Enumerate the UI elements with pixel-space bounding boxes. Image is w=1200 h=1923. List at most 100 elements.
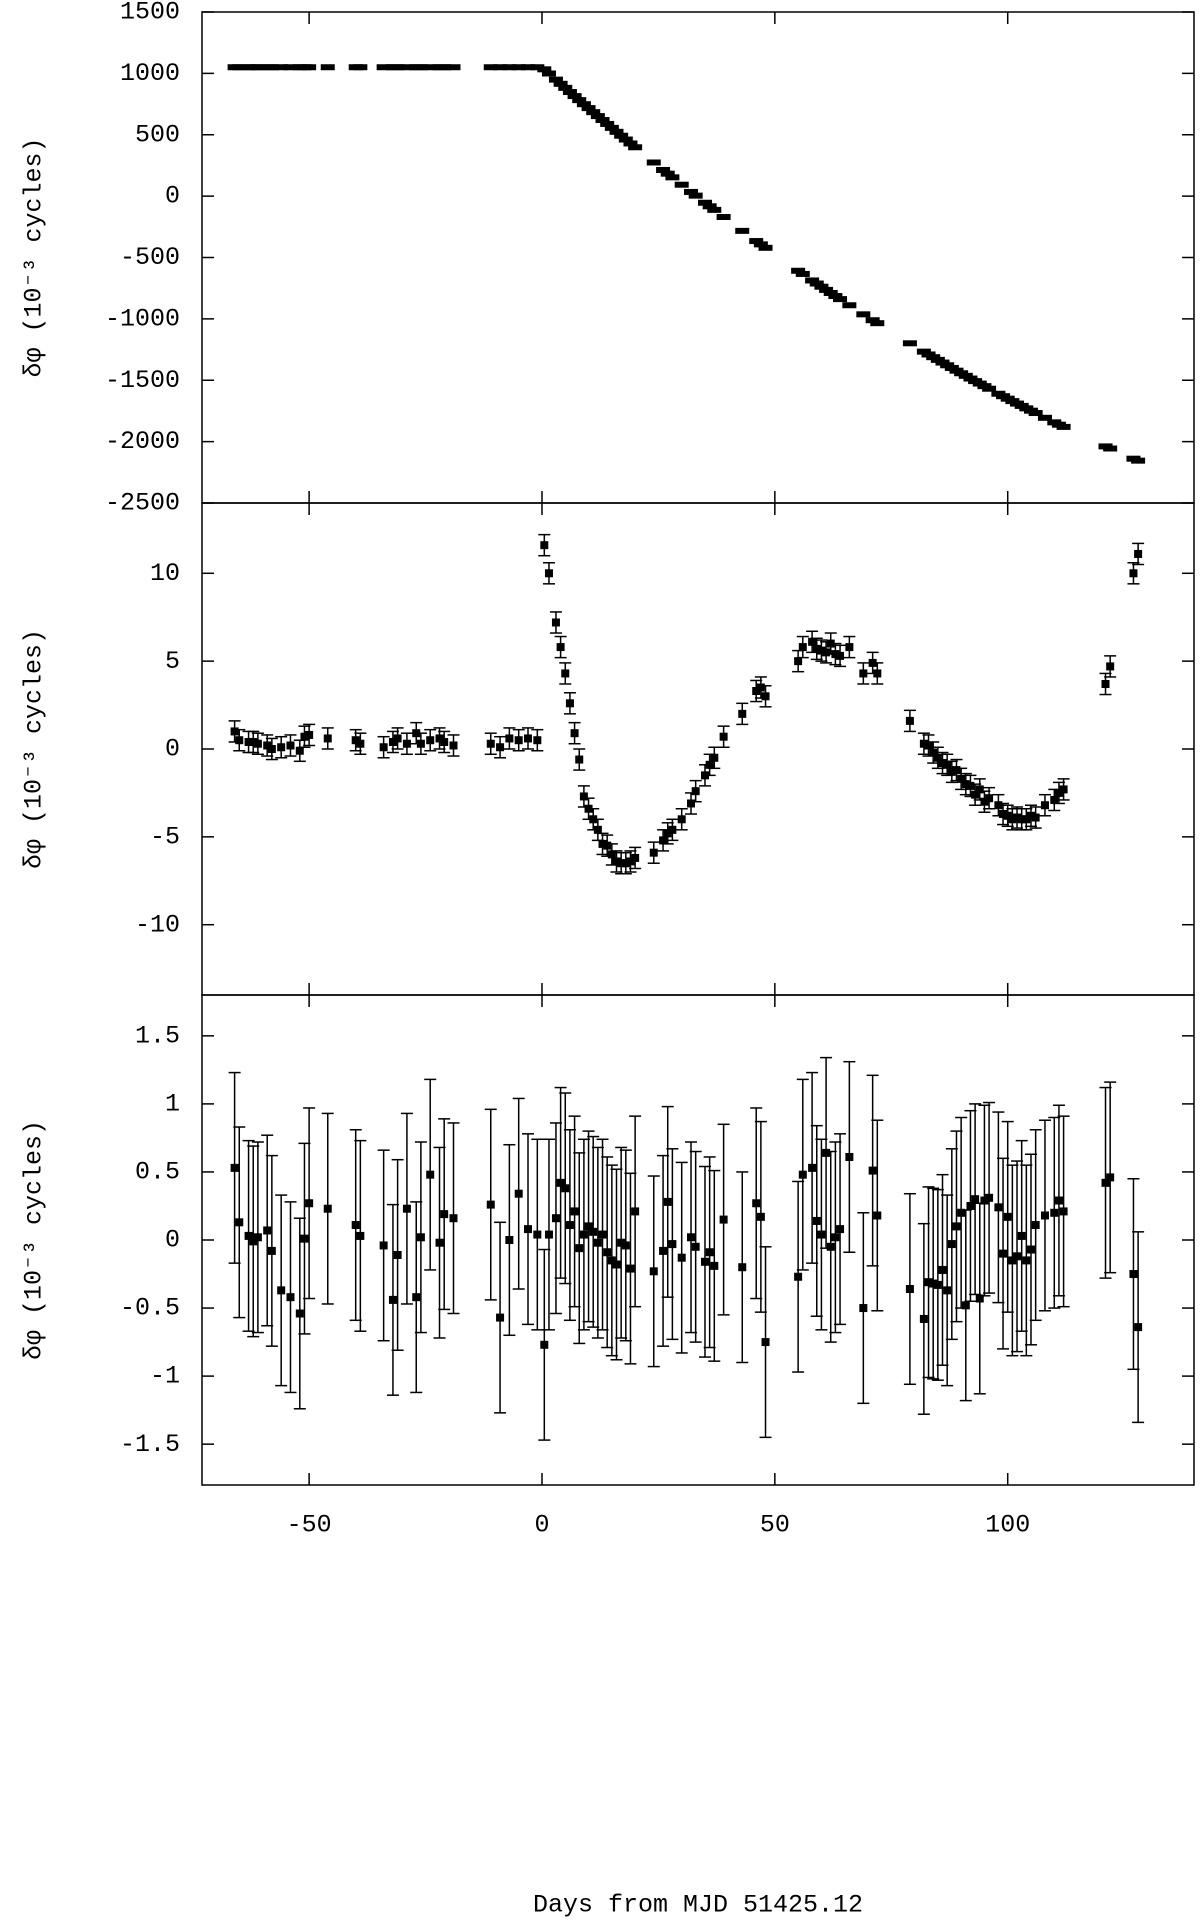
point xyxy=(966,781,975,790)
point xyxy=(794,657,803,666)
point xyxy=(402,1204,411,1213)
point xyxy=(244,737,253,746)
point xyxy=(798,1170,807,1179)
y-tick-label: 0 xyxy=(165,182,180,211)
point xyxy=(353,64,368,71)
point xyxy=(576,101,591,108)
point xyxy=(548,76,563,83)
y-tick-label: -10 xyxy=(135,910,180,939)
point xyxy=(710,753,719,762)
point xyxy=(609,128,624,135)
point xyxy=(952,766,961,775)
point xyxy=(295,1309,304,1318)
x-axis-label: Days from MJD 51425.12 xyxy=(533,1891,863,1920)
point xyxy=(752,1199,761,1208)
point xyxy=(1017,1231,1026,1240)
point xyxy=(511,64,526,71)
point xyxy=(253,1233,262,1242)
point xyxy=(659,1246,668,1255)
point xyxy=(905,1285,914,1293)
point xyxy=(919,1314,928,1323)
y-tick-label: 1000 xyxy=(120,59,180,88)
point xyxy=(982,385,997,392)
point xyxy=(929,748,938,757)
point xyxy=(323,1204,332,1213)
point xyxy=(575,755,584,764)
point xyxy=(267,745,276,753)
point xyxy=(868,1166,877,1175)
point xyxy=(668,1240,677,1249)
point xyxy=(593,825,602,834)
point xyxy=(416,739,425,748)
point xyxy=(376,64,391,71)
point xyxy=(556,643,565,652)
point xyxy=(822,648,831,657)
point xyxy=(1054,1196,1063,1205)
point xyxy=(449,741,458,750)
point xyxy=(702,203,717,210)
point xyxy=(719,732,728,741)
point xyxy=(300,1234,309,1243)
point xyxy=(286,741,295,750)
point xyxy=(738,1263,747,1272)
point xyxy=(589,1227,598,1236)
point xyxy=(626,1264,635,1273)
point xyxy=(249,737,258,746)
point xyxy=(283,64,298,71)
point xyxy=(1031,1221,1040,1230)
point xyxy=(533,736,542,745)
point xyxy=(688,192,703,199)
point xyxy=(277,1286,286,1295)
point xyxy=(1134,549,1143,558)
plot-frame xyxy=(201,502,1195,996)
point xyxy=(808,637,817,646)
point xyxy=(603,841,612,850)
point xyxy=(600,120,615,127)
point xyxy=(819,286,834,293)
point xyxy=(565,699,574,708)
point xyxy=(994,1203,1003,1212)
point xyxy=(556,1178,565,1187)
point xyxy=(738,709,747,718)
point xyxy=(985,1193,994,1202)
point xyxy=(873,1211,882,1220)
point xyxy=(705,1248,714,1257)
point xyxy=(735,227,750,234)
point xyxy=(705,760,714,769)
point xyxy=(902,340,917,347)
point xyxy=(933,753,942,762)
point xyxy=(300,732,309,741)
point xyxy=(390,64,405,71)
point xyxy=(716,213,731,220)
point xyxy=(544,569,553,578)
point xyxy=(553,80,568,87)
point xyxy=(809,280,824,287)
point xyxy=(413,64,428,71)
point xyxy=(286,1293,295,1302)
point xyxy=(761,692,770,701)
point xyxy=(379,1241,388,1250)
x-tick-label: 100 xyxy=(985,1511,1030,1540)
point xyxy=(697,199,712,206)
point xyxy=(323,734,332,743)
point xyxy=(603,1248,612,1257)
point xyxy=(1022,1256,1031,1265)
y-tick-label: 0 xyxy=(165,735,180,764)
point xyxy=(570,1207,579,1216)
y-tick-label: -2000 xyxy=(105,427,180,456)
point xyxy=(1008,1256,1017,1265)
point xyxy=(687,1233,696,1242)
point xyxy=(791,267,806,274)
point xyxy=(631,1207,640,1216)
point xyxy=(1050,1208,1059,1217)
y-axis-label: δφ (10⁻³ cycles) xyxy=(20,137,49,377)
point xyxy=(572,97,587,104)
point xyxy=(584,1222,593,1231)
point xyxy=(660,170,675,177)
point xyxy=(446,64,461,71)
point xyxy=(496,1313,505,1322)
point xyxy=(975,785,984,794)
point xyxy=(593,1238,602,1247)
point xyxy=(1013,813,1022,822)
point xyxy=(823,289,838,296)
